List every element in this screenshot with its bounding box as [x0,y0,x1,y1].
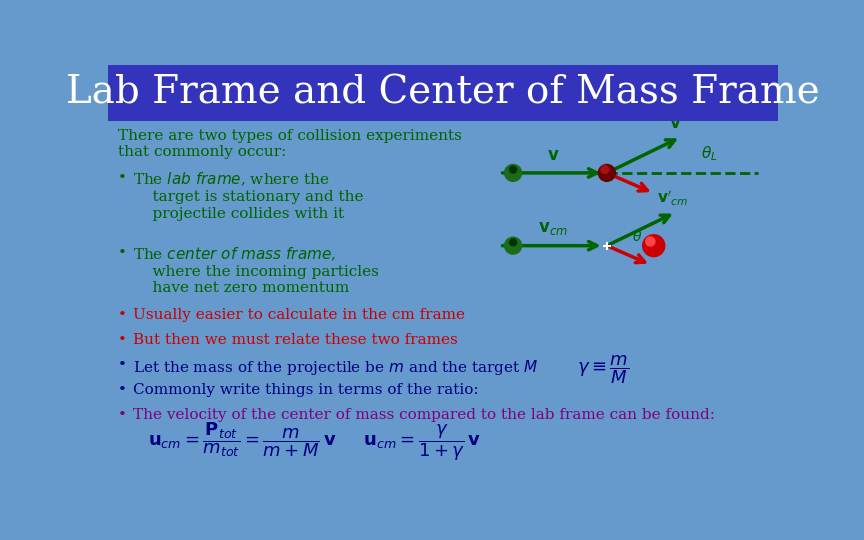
Text: $\mathbf{v'}$: $\mathbf{v'}$ [670,114,685,133]
Text: •: • [118,333,127,347]
Text: Lab Frame and Center of Mass Frame: Lab Frame and Center of Mass Frame [66,75,820,111]
Text: •: • [118,358,127,372]
Text: $\theta_L$: $\theta_L$ [701,144,717,163]
Text: The velocity of the center of mass compared to the lab frame can be found:: The velocity of the center of mass compa… [133,408,715,422]
Ellipse shape [600,165,609,174]
Text: $\mathbf{v}$: $\mathbf{v}$ [547,147,560,164]
Text: The $\mathit{lab\ frame}$, where the
    target is stationary and the
    projec: The $\mathit{lab\ frame}$, where the tar… [133,171,364,221]
Text: But then we must relate these two frames: But then we must relate these two frames [133,333,458,347]
Text: $\mathbf{v}_{cm}$: $\mathbf{v}_{cm}$ [538,220,569,237]
Bar [108,65,778,121]
Text: •: • [118,171,127,185]
Text: $\gamma \equiv \dfrac{m}{M}$: $\gamma \equiv \dfrac{m}{M}$ [577,354,629,387]
Text: Commonly write things in terms of the ratio:: Commonly write things in terms of the ra… [133,383,479,397]
Text: •: • [118,383,127,397]
Ellipse shape [504,164,523,182]
Text: Usually easier to calculate in the cm frame: Usually easier to calculate in the cm fr… [133,308,466,322]
Text: Let the mass of the projectile be $\mathit{m}$ and the target $\mathit{M}$: Let the mass of the projectile be $\math… [133,358,539,377]
Text: •: • [118,308,127,322]
Text: $\mathbf{u}_{cm} = \dfrac{\mathbf{P}_{tot}}{m_{tot}} = \dfrac{m}{m+M}\,\mathbf{v: $\mathbf{u}_{cm} = \dfrac{\mathbf{P}_{to… [149,420,481,463]
Text: $\mathbf{v'}_{cm}$: $\mathbf{v'}_{cm}$ [657,189,688,208]
Ellipse shape [598,164,616,182]
Text: •: • [118,408,127,422]
Ellipse shape [642,234,665,258]
Text: The $\mathit{center\ of\ mass\ frame}$,
    where the incoming particles
    hav: The $\mathit{center\ of\ mass\ frame}$, … [133,246,379,295]
Ellipse shape [645,237,656,247]
Text: There are two types of collision experiments
that commonly occur:: There are two types of collision experim… [118,129,462,159]
Text: $\theta$: $\theta$ [632,228,643,244]
Ellipse shape [509,165,518,174]
Text: •: • [118,246,127,260]
Ellipse shape [509,238,518,246]
Ellipse shape [504,237,523,255]
